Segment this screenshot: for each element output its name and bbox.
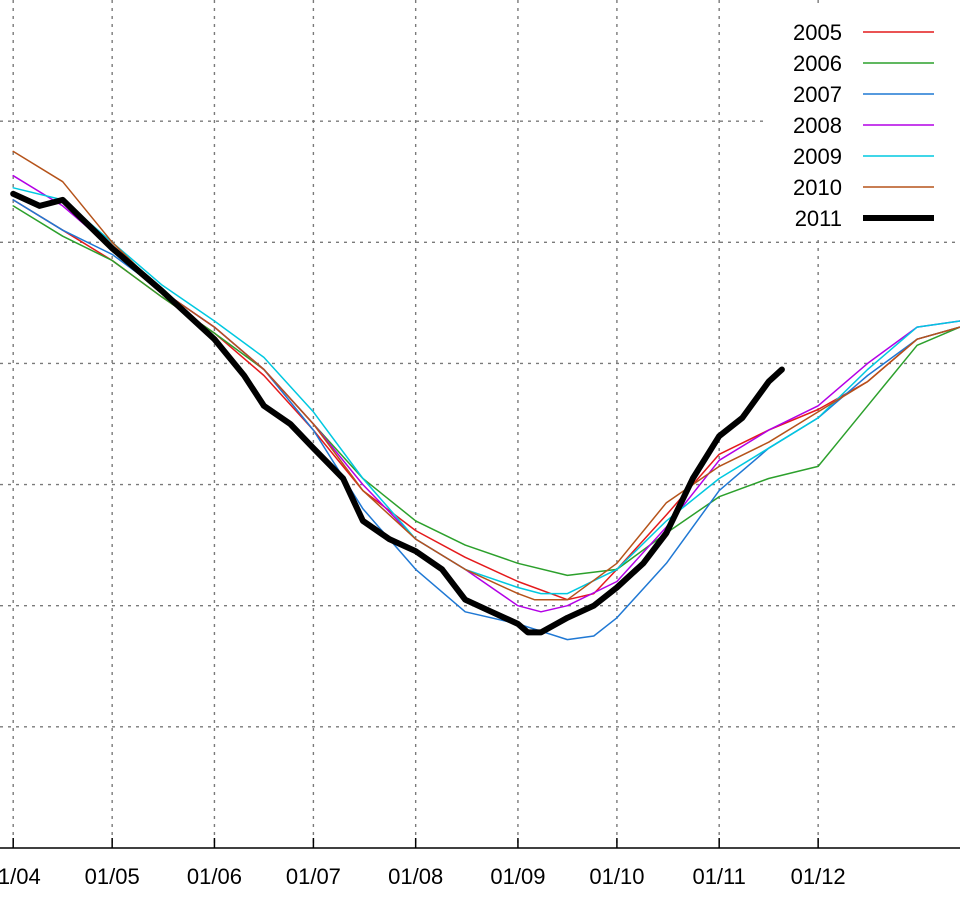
x-tick-label: 01/10 [589,864,644,889]
x-tick-label: 01/07 [286,864,341,889]
legend-item: 2007 [793,82,934,107]
x-tick-label: 01/12 [791,864,846,889]
series-layer [10,150,960,641]
series-line-2011 [10,190,785,636]
x-tick-label: 01/09 [490,864,545,889]
x-tick-label: 01/08 [388,864,443,889]
legend-item: 2005 [793,20,934,45]
series-line-2009 [12,187,960,595]
x-axis-ticks: 01/04 01/05 01/06 01/07 01/08 01/09 01/10 01/11… [0,838,846,889]
plot-area-frame [0,847,960,849]
legend-label: 2010 [793,175,842,200]
legend: 2005 2006 2007 2008 2009 2010 2011 [765,8,960,240]
legend-label: 2011 [795,206,842,231]
legend-label: 2009 [793,144,842,169]
legend-background [765,8,960,240]
legend-item: 2010 [793,175,934,200]
x-tick-label: 01/06 [187,864,242,889]
legend-label: 2008 [793,113,842,138]
x-tick-label: 01/05 [85,864,140,889]
legend-item: 2006 [793,51,934,76]
legend-label: 2007 [793,82,842,107]
legend-label: 2006 [793,51,842,76]
x-tick-label: 01/04 [0,864,41,889]
legend-item: 2008 [793,113,934,138]
legend-item: 2011 [795,206,934,231]
legend-label: 2005 [793,20,842,45]
x-tick-label: 01/11 [692,864,745,889]
legend-item: 2009 [793,144,934,169]
